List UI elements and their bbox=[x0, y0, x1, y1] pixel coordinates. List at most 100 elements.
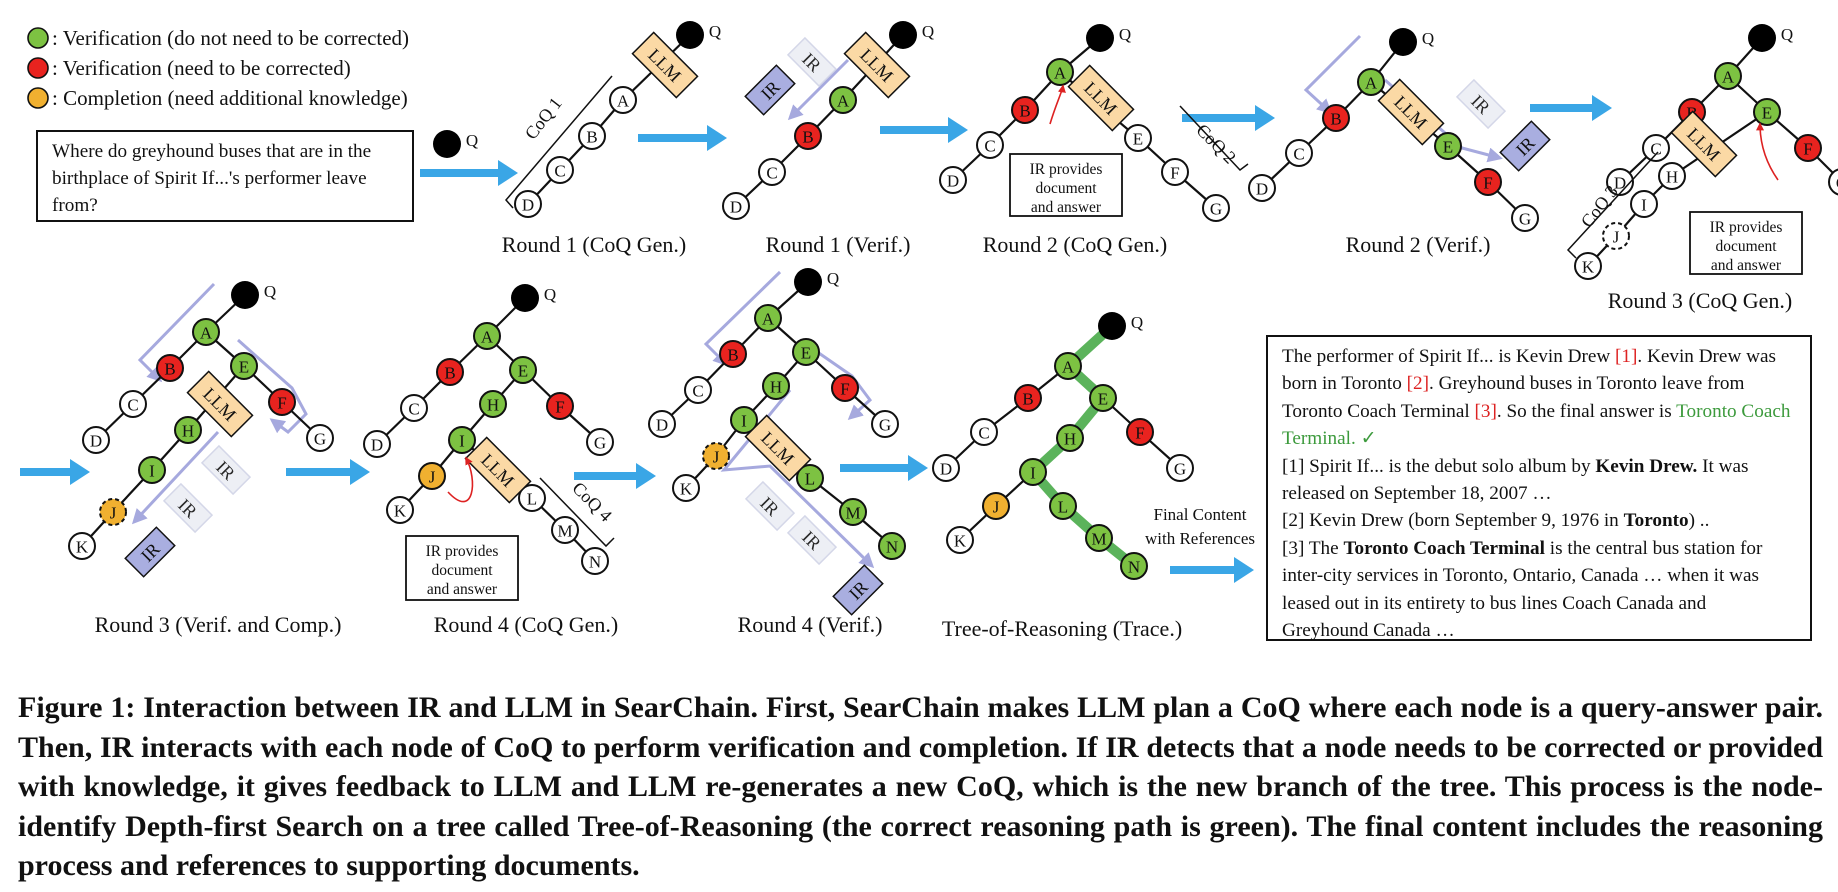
node-I bbox=[1630, 190, 1658, 218]
panel-title: Round 1 (CoQ Gen.) bbox=[502, 232, 687, 257]
node-C bbox=[1642, 134, 1670, 162]
node-label-D: D bbox=[1256, 180, 1268, 199]
node-label-A: A bbox=[1722, 68, 1735, 87]
final-answer: Toronto Coach Terminal. bbox=[1282, 400, 1791, 450]
ir-note-box bbox=[405, 535, 519, 601]
node-label-H: H bbox=[1064, 430, 1076, 449]
node-E bbox=[792, 338, 820, 366]
node-label-C: C bbox=[766, 164, 777, 183]
llm-box-box bbox=[186, 370, 254, 438]
node-label-C: C bbox=[554, 162, 565, 181]
answer-text: The performer of Spirit If... is Kevin D… bbox=[1282, 346, 1616, 367]
node-G bbox=[1828, 168, 1838, 196]
node-label-D: D bbox=[522, 196, 534, 215]
ir-traversal-path bbox=[237, 338, 308, 434]
node-label-B: B bbox=[164, 360, 175, 379]
flow-arrow-shaft bbox=[574, 472, 638, 480]
node-label-J: J bbox=[110, 504, 117, 523]
node-label-B: B bbox=[444, 364, 455, 383]
node-label-B: B bbox=[1019, 102, 1030, 121]
ir-traversal-path bbox=[131, 430, 220, 525]
node-label-M: M bbox=[1091, 530, 1106, 549]
node-N bbox=[581, 547, 609, 575]
llm-box: LLM bbox=[1670, 110, 1738, 178]
node-D bbox=[514, 190, 542, 218]
node-E bbox=[1434, 132, 1462, 160]
coq-bracket bbox=[539, 477, 615, 548]
node-D bbox=[363, 430, 391, 458]
ir-box-faded: IR bbox=[162, 482, 214, 534]
answer-text: . So the final answer is bbox=[1496, 400, 1677, 422]
node-K bbox=[386, 496, 414, 524]
node-label-B: B bbox=[1022, 390, 1033, 409]
ir-box: IR bbox=[1499, 120, 1551, 172]
node-label-H: H bbox=[487, 396, 499, 415]
question-text: Where do greyhound buses that are in the… bbox=[52, 141, 372, 216]
node-label-D: D bbox=[656, 416, 668, 435]
node-I bbox=[138, 456, 166, 484]
red-arrow bbox=[1756, 122, 1779, 181]
flow-arrow-shaft bbox=[286, 468, 352, 476]
node-label-E: E bbox=[801, 344, 811, 363]
node-J bbox=[702, 442, 730, 470]
ir-note-text: document bbox=[431, 562, 493, 579]
q-label: Q bbox=[466, 131, 478, 150]
flow-arrow-head bbox=[1234, 557, 1254, 583]
node-label-E: E bbox=[239, 358, 249, 377]
query-node bbox=[1389, 28, 1417, 56]
flow-arrow-head bbox=[908, 455, 928, 481]
node-E bbox=[1124, 124, 1152, 152]
reference-1-rest: It was released on September 18, 2007 … bbox=[1282, 455, 1749, 505]
node-label-F: F bbox=[1803, 140, 1812, 159]
node-label-J: J bbox=[429, 468, 436, 487]
node-L bbox=[518, 484, 546, 512]
node-F bbox=[831, 374, 859, 402]
ir-traversal-path bbox=[1303, 34, 1362, 115]
node-A bbox=[473, 322, 501, 350]
node-label-C: C bbox=[127, 396, 138, 415]
query-node bbox=[1748, 24, 1776, 52]
node-label-H: H bbox=[182, 422, 194, 441]
flow-arrow-head bbox=[1592, 95, 1612, 121]
node-A bbox=[829, 86, 857, 114]
node-label-A: A bbox=[1062, 358, 1075, 377]
searchain-diagram: ABCDABCDABCDEFGABCDEFGABCDEFGHIJKABCDEFG… bbox=[20, 21, 1838, 641]
node-F bbox=[268, 388, 296, 416]
query-node bbox=[511, 284, 539, 312]
ir-traversal-path bbox=[703, 270, 782, 367]
node-A bbox=[1357, 68, 1385, 96]
node-label-D: D bbox=[90, 432, 102, 451]
llm-box-box bbox=[1067, 64, 1135, 132]
node-label-F: F bbox=[555, 398, 564, 417]
node-label-C: C bbox=[1293, 145, 1304, 164]
node-label-F: F bbox=[1135, 424, 1144, 443]
node-label-D: D bbox=[371, 436, 383, 455]
node-label-F: F bbox=[1483, 174, 1492, 193]
node-label-K: K bbox=[1582, 258, 1595, 277]
ref-marker: [3] bbox=[1474, 400, 1497, 422]
ir-box-box bbox=[832, 564, 884, 616]
node-label-N: N bbox=[589, 553, 601, 572]
node-label-L: L bbox=[527, 490, 537, 509]
reference-1: [1] Spirit If... is the debut solo album… bbox=[1282, 455, 1596, 477]
q-label: Q bbox=[827, 269, 839, 288]
node-K bbox=[68, 532, 96, 560]
node-M bbox=[839, 498, 867, 526]
ir-note-text: and answer bbox=[1031, 199, 1102, 216]
node-label-N: N bbox=[886, 538, 898, 557]
q-label: Q bbox=[1781, 25, 1793, 44]
coq-bracket bbox=[1566, 151, 1659, 259]
flow-arrow-head bbox=[636, 463, 656, 489]
ir-box-faded-box bbox=[1455, 78, 1507, 130]
flow-arrow-head bbox=[498, 160, 518, 186]
node-B bbox=[156, 354, 184, 382]
query-node bbox=[889, 21, 917, 49]
node-label-G: G bbox=[1836, 174, 1838, 193]
node-label-J: J bbox=[713, 448, 720, 467]
node-D bbox=[932, 454, 960, 482]
q-label: Q bbox=[544, 285, 556, 304]
node-label-E: E bbox=[1762, 104, 1772, 123]
ir-note-text: IR provides bbox=[1030, 161, 1103, 178]
node-D bbox=[1606, 168, 1634, 196]
node-M bbox=[1085, 524, 1113, 552]
